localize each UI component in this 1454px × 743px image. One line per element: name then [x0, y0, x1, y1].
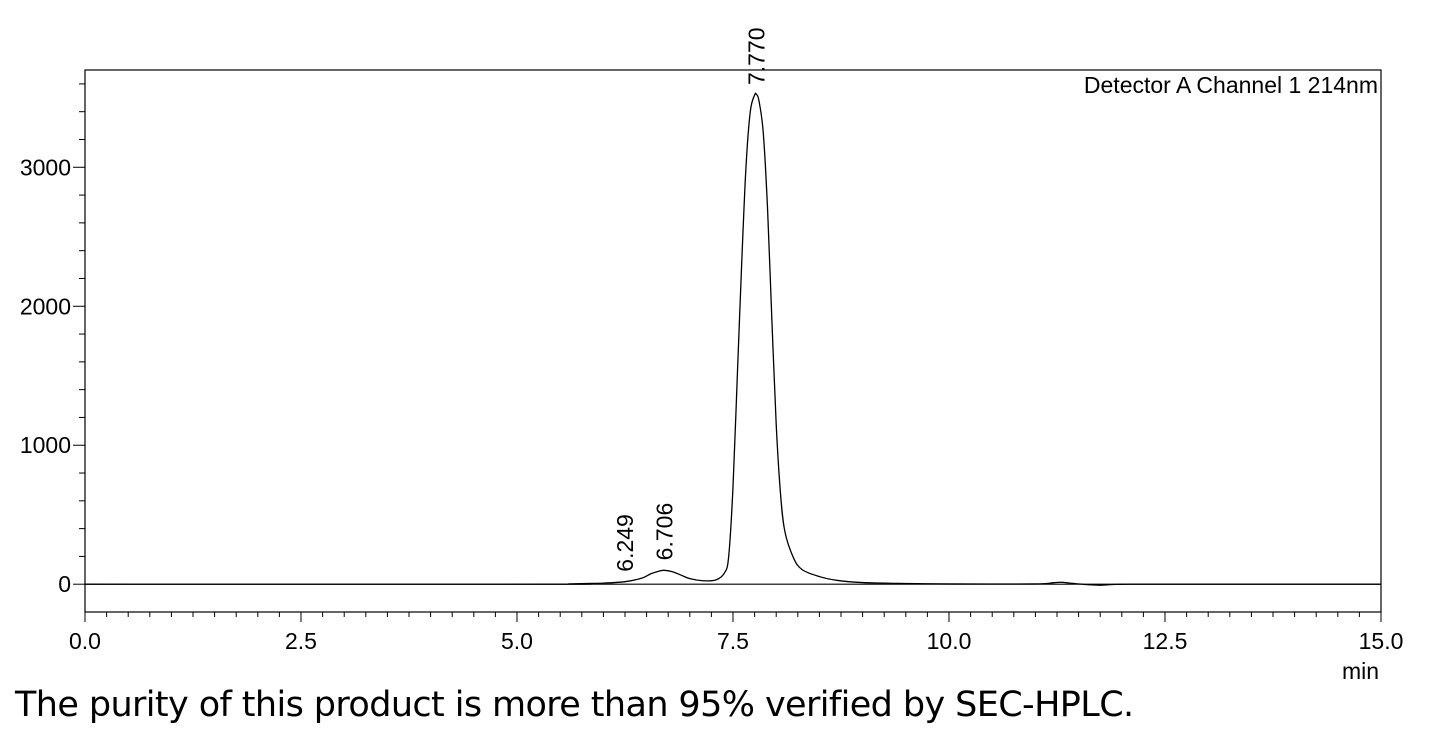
x-tick-label: 5.0 [501, 628, 533, 654]
peak-label: 6.249 [612, 514, 638, 572]
plot-frame [84, 69, 1382, 613]
y-tick-label: 0 [58, 571, 71, 597]
y-tick-label: 3000 [20, 154, 71, 180]
purity-caption: The purity of this product is more than … [15, 685, 1134, 725]
peak-label: 7.770 [743, 27, 769, 85]
y-tick-label: 1000 [20, 432, 71, 458]
x-axis: 0.0 2.5 5.0 7.5 10.0 12.5 15.0 [69, 612, 1403, 654]
y-tick-label: 2000 [20, 293, 71, 319]
y-axis: 0 1000 2000 3000 [20, 83, 85, 597]
x-tick-label: 10.0 [927, 628, 972, 654]
x-tick-label: 7.5 [717, 628, 749, 654]
x-tick-label: 2.5 [285, 628, 317, 654]
peak-label: 6.706 [651, 503, 677, 561]
x-tick-label: 15.0 [1359, 628, 1404, 654]
x-tick-label: 12.5 [1143, 628, 1188, 654]
peak-labels: 6.249 6.706 7.770 [612, 27, 769, 571]
legend-detector-label: Detector A Channel 1 214nm [1084, 72, 1378, 98]
x-axis-unit-label: min [1342, 658, 1379, 684]
chromatogram-trace [84, 92, 1381, 586]
x-tick-label: 0.0 [69, 628, 101, 654]
